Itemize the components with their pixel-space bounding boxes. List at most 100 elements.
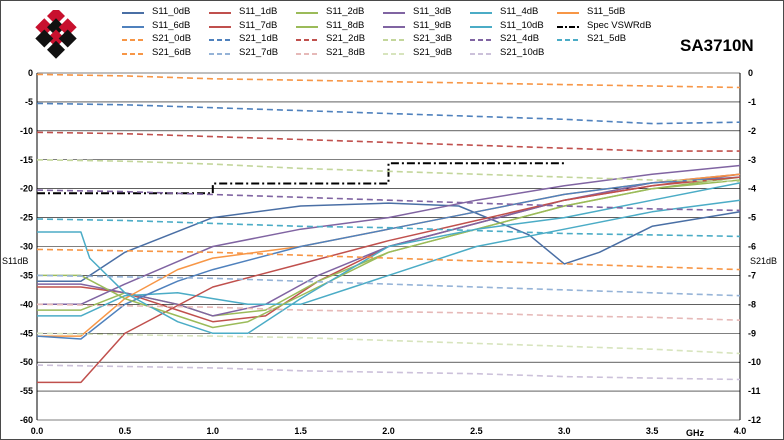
y-axis-right-label: S21dB (750, 256, 778, 266)
legend-label: S21_3dB (413, 33, 453, 44)
legend-label: S21_0dB (152, 33, 192, 44)
legend-label: S21_1dB (239, 33, 279, 44)
y-left-tick-label: -25 (20, 213, 33, 223)
legend-swatch (296, 25, 318, 28)
series-s21-4db (36, 189, 741, 212)
legend-swatch (470, 39, 492, 41)
x-tick-label: 3.5 (646, 426, 659, 436)
logo-diamond (47, 29, 65, 48)
y-left-tick-label: -15 (20, 155, 33, 165)
legend-label: S11_10dB (500, 19, 544, 31)
legend-label: S11_1dB (239, 6, 278, 17)
series-s21-8db (36, 303, 741, 321)
series-s21-1db (36, 102, 741, 125)
y-left-tick-label: -60 (20, 415, 33, 425)
model-label: SA3710N (680, 36, 754, 55)
y-right-tick-label: -5 (748, 213, 756, 223)
legend-label: Spec VSWRdB (587, 19, 652, 31)
x-tick-label: 4.0 (734, 426, 747, 436)
series-s11-6db (36, 176, 741, 340)
legend-swatch (470, 52, 492, 55)
y-left-tick-label: -55 (20, 386, 33, 396)
legend-label: S11_9dB (413, 19, 452, 31)
series-s21-3db (36, 159, 741, 183)
y-right-tick-label: -6 (748, 242, 756, 252)
logo-diamond (35, 29, 54, 48)
logo-icon (35, 10, 77, 59)
series-s21-2db (36, 131, 740, 152)
legend-swatch (209, 12, 231, 14)
x-tick-label: 1.5 (294, 426, 307, 436)
legend-label: S11_6dB (152, 19, 191, 31)
legend-swatch (122, 12, 144, 14)
legend-swatch (557, 39, 579, 41)
logo-diamond (47, 18, 65, 37)
series-s21-10db (36, 364, 741, 381)
legend-swatch (122, 39, 144, 41)
x-tick-label: 2.5 (470, 426, 483, 436)
legend-label: S11_8dB (326, 19, 365, 31)
legend-swatch (557, 12, 579, 14)
y-right-tick-label: -2 (748, 126, 756, 136)
legend-label: S11_5dB (587, 6, 626, 17)
y-right-tick-label: -7 (748, 270, 756, 280)
legend-label: S21_6dB (152, 46, 192, 58)
x-tick-label: 0.0 (31, 426, 44, 436)
legend-label: S21_5dB (587, 33, 627, 44)
x-tick-label: 2.0 (382, 426, 395, 436)
chart-legend: S11_0dB S11_1dB S11_2dB S11_3dB S11_4dB S11_5… (120, 6, 651, 68)
y-right-tick-label: -12 (748, 415, 761, 425)
legend-label: S21_9dB (413, 46, 453, 58)
legend-label: S21_2dB (326, 33, 366, 44)
legend-label: S11_0dB (152, 6, 191, 17)
y-left-tick-label: -10 (20, 126, 33, 136)
legend-label: S11_7dB (239, 19, 278, 31)
legend-label: S11_2dB (326, 6, 365, 17)
legend-swatch (383, 12, 405, 14)
legend-label: S21_4dB (500, 33, 540, 44)
y-left-tick-label: -20 (20, 184, 33, 194)
logo-diamond (58, 18, 77, 37)
legend-swatch (209, 39, 231, 41)
y-right-tick-label: -11 (748, 386, 761, 396)
logo-diamond (35, 18, 54, 37)
legend-swatch (383, 39, 405, 41)
legend-swatch (296, 52, 318, 55)
legend-swatch (296, 12, 318, 14)
legend-swatch (557, 25, 579, 28)
legend-swatch (122, 25, 144, 28)
y-right-tick-label: -3 (748, 155, 756, 165)
y-right-tick-label: -10 (748, 357, 761, 367)
x-tick-label: 1.0 (206, 426, 219, 436)
legend-label: S11_3dB (413, 6, 452, 17)
series-s21-7db (36, 274, 741, 297)
legend-label: S11_4dB (500, 6, 539, 17)
legend-label: S21_7dB (239, 46, 279, 58)
x-axis-unit: GHz (686, 428, 704, 438)
series-s21-6db (36, 248, 741, 271)
legend-swatch (383, 52, 405, 55)
series-s11-9db (37, 164, 741, 306)
series-s11-7db (37, 176, 741, 384)
y-left-tick-label: -30 (20, 242, 33, 252)
series-spec-vswrdb (37, 162, 565, 195)
logo-diamond (47, 10, 65, 25)
legend-label: S21_10dB (500, 46, 545, 58)
legend-label: S21_8dB (326, 46, 366, 58)
y-left-tick-label: -50 (20, 357, 33, 367)
legend-swatch (209, 52, 231, 55)
y-axis-left-label: S11dB (2, 256, 29, 266)
y-left-tick-label: -5 (25, 97, 33, 107)
legend-swatch (209, 25, 231, 28)
legend-swatch (470, 12, 492, 14)
y-left-tick-label: 0 (28, 68, 33, 78)
x-tick-label: 0.5 (119, 426, 132, 436)
series-s11-4db (37, 199, 741, 317)
y-right-tick-label: -1 (748, 97, 756, 107)
series-s11-0db (37, 202, 741, 282)
y-left-tick-label: -40 (20, 299, 33, 309)
legend-swatch (383, 25, 405, 28)
legend-swatch (470, 25, 492, 28)
series-s11-1db (37, 173, 741, 323)
